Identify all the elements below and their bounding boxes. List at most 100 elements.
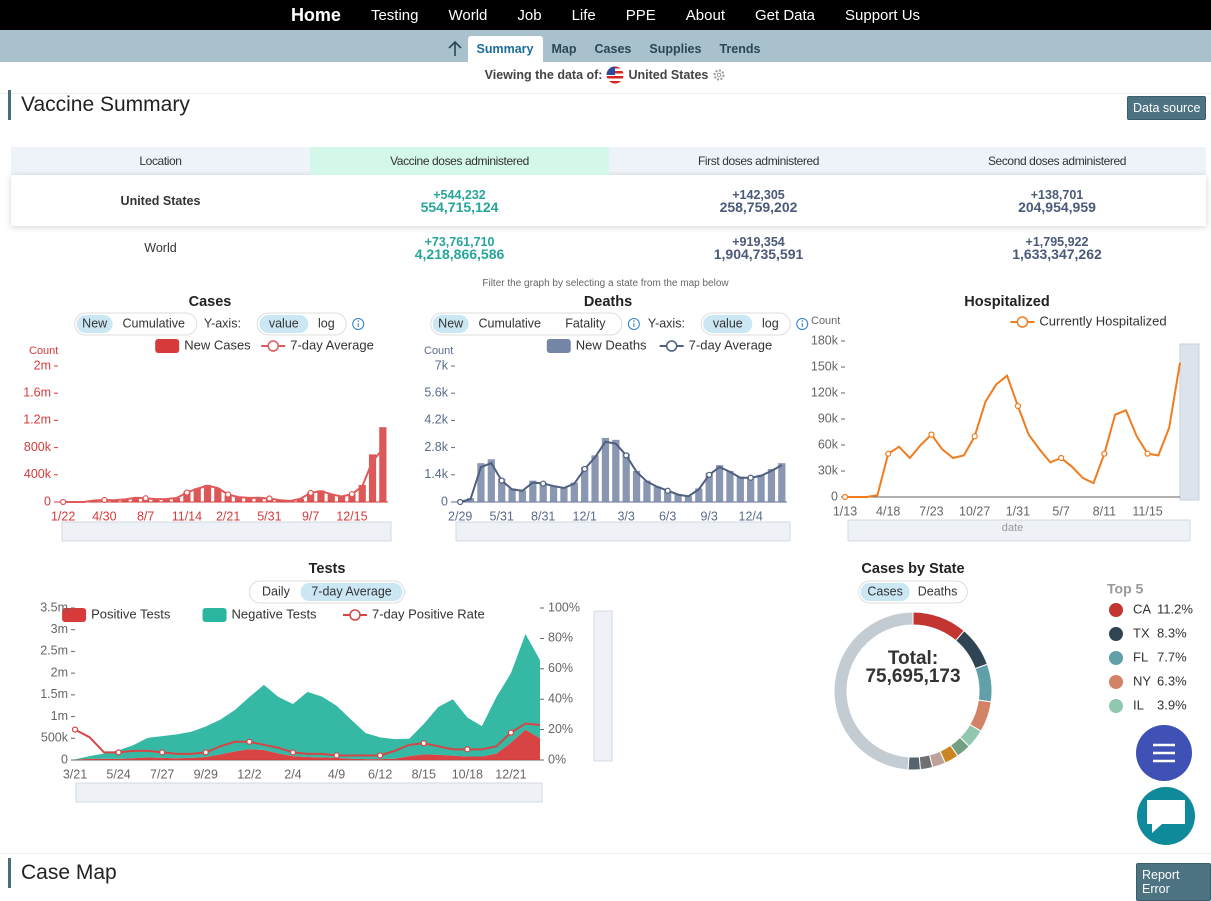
line-marker [1145, 451, 1150, 456]
chat-fab[interactable] [1137, 787, 1195, 845]
y-tick-label: 5.6k [424, 385, 448, 399]
y-tick-label: 2m [51, 665, 68, 679]
x-tick-label: 2/4 [284, 767, 301, 781]
x-tick-label: 12/1 [573, 509, 597, 523]
y-tick-label: 30k [818, 463, 839, 477]
y-tick-label: 0 [61, 752, 68, 766]
y-tick-label: 4.2k [424, 413, 448, 427]
y-tick-label: 0 [831, 489, 838, 503]
y-tick-label: 2.8k [424, 440, 448, 454]
bar [591, 455, 598, 502]
line-marker [334, 753, 339, 758]
chart-title: Cases [189, 294, 232, 310]
line-marker [499, 478, 504, 483]
toggle-button[interactable]: log [762, 316, 779, 330]
x-tick-label: 10/27 [959, 504, 990, 518]
legend-label: 7-day Average [689, 337, 773, 352]
x-tick-label: 3/21 [63, 767, 87, 781]
legend-swatch [1109, 699, 1123, 713]
zoom-slider[interactable] [62, 522, 391, 541]
zoom-slider[interactable] [594, 611, 612, 761]
y-tick-label: 3.5m [40, 600, 68, 614]
line [63, 449, 383, 502]
bar [204, 485, 211, 502]
x-tick-label: 8/7 [137, 509, 154, 523]
y-tick-label: 120k [811, 385, 839, 399]
pie-slice[interactable] [956, 631, 988, 669]
y-tick-label: 2.5m [40, 644, 68, 658]
pie-slice[interactable] [975, 664, 992, 702]
toggle-button[interactable]: Daily [262, 584, 291, 598]
line-marker [508, 730, 513, 735]
legend-label: CA [1133, 601, 1151, 616]
line-marker [465, 747, 470, 752]
line-marker [972, 434, 977, 439]
toggle-button[interactable]: New [438, 316, 464, 330]
legend-label: 7-day Positive Rate [372, 606, 485, 621]
x-tick-label: 8/31 [531, 509, 555, 523]
y-tick-label: 1.2m [23, 413, 51, 427]
bar [612, 440, 619, 502]
pie-slice[interactable] [913, 612, 964, 641]
toggle-button[interactable]: Cumulative [122, 316, 185, 330]
line-marker [1059, 456, 1064, 461]
toggle-button[interactable]: Deaths [918, 584, 958, 598]
line-marker [748, 475, 753, 480]
pie-slice[interactable] [834, 612, 913, 770]
zoom-slider[interactable] [76, 783, 542, 802]
y2-tick-label: 0% [548, 752, 566, 766]
y2-tick-label: 100% [548, 600, 580, 614]
line-marker [267, 496, 272, 501]
toggle-button[interactable]: Fatality [565, 316, 606, 330]
y-tick-label: 3m [51, 622, 68, 636]
menu-fab[interactable] [1136, 725, 1192, 781]
bar [560, 487, 567, 502]
legend-swatch [155, 339, 179, 353]
control-label: Y-axis: [648, 316, 685, 330]
x-tick-label: 5/31 [490, 509, 514, 523]
legend-label: IL [1133, 697, 1144, 712]
y-axis-name: Count [424, 345, 453, 357]
toggle-button[interactable]: Cumulative [478, 316, 541, 330]
bar [737, 477, 744, 502]
line-marker [1102, 451, 1107, 456]
toggle-button[interactable]: value [713, 316, 743, 330]
toggle-button[interactable]: log [318, 316, 335, 330]
zoom-slider[interactable] [456, 522, 790, 541]
x-tick-label: 11/15 [1132, 504, 1162, 518]
legend-swatch [350, 610, 360, 620]
x-tick-label: 5/24 [106, 767, 130, 781]
line-marker [665, 488, 670, 493]
bar [602, 438, 609, 502]
y-tick-label: 60k [818, 437, 839, 451]
x-tick-label: 1/13 [833, 504, 857, 518]
pie-slice[interactable] [908, 757, 920, 770]
x-tick-label: 6/12 [368, 767, 392, 781]
y-tick-label: 1.6m [23, 385, 51, 399]
info-icon [357, 320, 359, 322]
line-marker [541, 481, 546, 486]
bar [716, 465, 723, 502]
line-marker [160, 750, 165, 755]
line-marker [843, 495, 848, 500]
legend-label: TX [1133, 625, 1150, 640]
line-marker [61, 500, 66, 505]
line-marker [378, 753, 383, 758]
legend-value: 8.3% [1157, 625, 1187, 640]
x-tick-label: 5/31 [257, 509, 281, 523]
toggle-button[interactable]: Cases [867, 584, 902, 598]
legend-swatch [1109, 603, 1123, 617]
line-marker [929, 432, 934, 437]
y-axis-name: Count [29, 345, 58, 357]
area [75, 634, 540, 760]
toggle-button[interactable]: value [269, 316, 299, 330]
legend-title: Top 5 [1107, 581, 1144, 597]
toggle-button[interactable]: New [82, 316, 108, 330]
legend-label: Positive Tests [91, 606, 171, 621]
bar [778, 463, 785, 502]
line-marker [116, 750, 121, 755]
zoom-slider[interactable] [1180, 344, 1199, 500]
toggle-button[interactable]: 7-day Average [311, 584, 391, 598]
x-tick-label: 2/21 [216, 509, 240, 523]
